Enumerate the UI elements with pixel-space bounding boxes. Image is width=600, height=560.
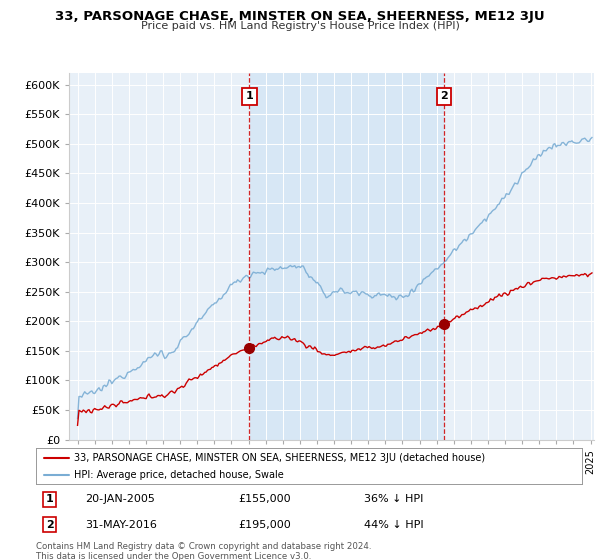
Text: 36% ↓ HPI: 36% ↓ HPI	[364, 494, 423, 505]
Text: 44% ↓ HPI: 44% ↓ HPI	[364, 520, 423, 530]
Text: Contains HM Land Registry data © Crown copyright and database right 2024.
This d: Contains HM Land Registry data © Crown c…	[36, 542, 371, 560]
Text: 20-JAN-2005: 20-JAN-2005	[85, 494, 155, 505]
Text: 1: 1	[46, 494, 53, 505]
Text: 31-MAY-2016: 31-MAY-2016	[85, 520, 157, 530]
Bar	[250, 73, 444, 440]
Text: 2: 2	[46, 520, 53, 530]
Text: 33, PARSONAGE CHASE, MINSTER ON SEA, SHEERNESS, ME12 3JU: 33, PARSONAGE CHASE, MINSTER ON SEA, SHE…	[55, 10, 545, 23]
Text: 33, PARSONAGE CHASE, MINSTER ON SEA, SHEERNESS, ME12 3JU (detached house): 33, PARSONAGE CHASE, MINSTER ON SEA, SHE…	[74, 453, 485, 463]
Text: £155,000: £155,000	[238, 494, 290, 505]
Text: 1: 1	[245, 91, 253, 101]
Text: HPI: Average price, detached house, Swale: HPI: Average price, detached house, Swal…	[74, 470, 284, 480]
Text: 2: 2	[440, 91, 448, 101]
Text: Price paid vs. HM Land Registry's House Price Index (HPI): Price paid vs. HM Land Registry's House …	[140, 21, 460, 31]
Text: £195,000: £195,000	[238, 520, 291, 530]
